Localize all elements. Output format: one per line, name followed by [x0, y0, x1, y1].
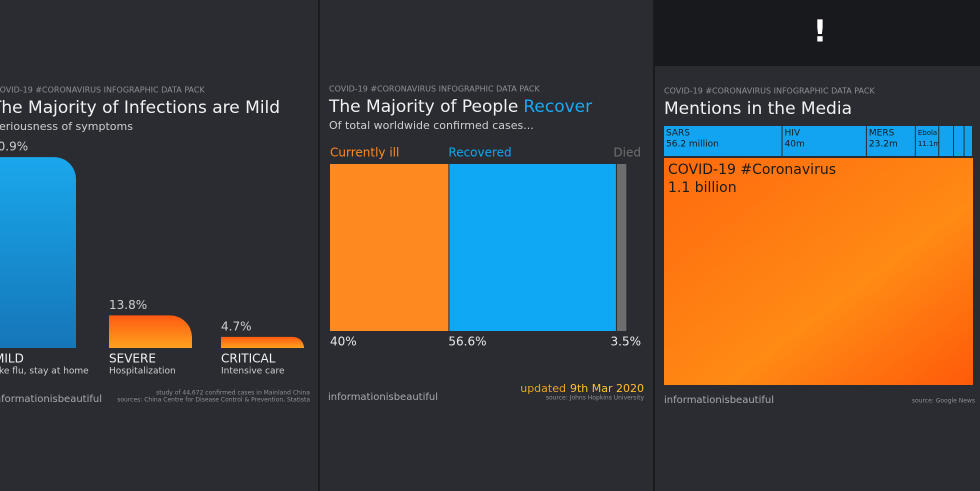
cell-label: COVID-19 #Coronavirus	[668, 162, 836, 178]
chart-title: Mentions in the Media	[664, 99, 852, 119]
title-part: The Majority of People	[328, 97, 518, 117]
cell-value: 23.2m	[869, 140, 898, 150]
panel-content: COVID-19 #CORONAVIRUS INFOGRAPHIC DATA P…	[664, 87, 975, 406]
treemap-cell	[939, 126, 954, 156]
treemap-cell	[664, 158, 973, 385]
cell-label: Ebola	[918, 129, 937, 137]
bar-segment	[330, 164, 449, 331]
source: source: Google News	[912, 398, 975, 405]
category-label: SEVERE	[109, 352, 156, 366]
bar	[221, 336, 304, 348]
cell-value: 1.1 billion	[668, 180, 737, 196]
status-area	[655, 0, 980, 66]
category-description: Intensive care	[221, 367, 285, 377]
brand: informationisbeautiful	[0, 394, 102, 405]
treemap-cell	[782, 126, 866, 156]
value-label: 56.6%	[448, 335, 486, 349]
subtitle: Of total worldwide confirmed cases...	[329, 119, 534, 132]
cell-value: 56.2 million	[666, 140, 719, 150]
title-highlight: Recover	[523, 97, 592, 117]
category-description: like flu, stay at home	[0, 367, 89, 377]
category-label: CRITICAL	[221, 352, 276, 366]
chart-title: The Majority of Infections are Mild	[0, 98, 280, 118]
bar-segment	[449, 164, 616, 331]
value-label: 40%	[330, 335, 357, 349]
cell-value: 11.1m	[918, 140, 941, 148]
bar-segment	[616, 164, 627, 331]
value-label: 13.8%	[109, 298, 147, 312]
treemap-cell	[915, 126, 939, 156]
bar	[109, 315, 192, 348]
note: sources: China Centre for Disease Contro…	[117, 397, 310, 404]
chart-title: The Majority of People Recover	[328, 97, 592, 117]
panel-content: COVID-19 #CORONAVIRUS INFOGRAPHIC DATA P…	[328, 85, 644, 404]
category-description: Hospitalization	[109, 367, 176, 377]
cell-value: 40m	[785, 140, 805, 150]
treemap-cell	[954, 126, 964, 156]
brand: informationisbeautiful	[328, 392, 438, 403]
notice: !	[813, 15, 827, 50]
value-label: 3.5%	[611, 335, 642, 349]
panel-content: COVID-19 #CORONAVIRUS INFOGRAPHIC DATA P…	[0, 86, 310, 405]
cell-label: HIV	[785, 129, 801, 139]
treemap-cell	[866, 126, 915, 156]
value-label: 4.7%	[221, 319, 252, 333]
source: source: Johns Hopkins University	[546, 395, 645, 402]
category-label: Currently ill	[330, 146, 399, 160]
note: study of 44,672 confirmed cases in Mainl…	[156, 390, 310, 397]
value-label: 80.9%	[0, 140, 28, 154]
kicker: COVID-19 #CORONAVIRUS INFOGRAPHIC DATA P…	[329, 85, 540, 94]
updated: updated 9th Mar 2020	[520, 382, 644, 395]
brand: informationisbeautiful	[664, 395, 774, 406]
treemap-cell	[664, 126, 782, 156]
subtitle: Seriousness of symptoms	[0, 120, 133, 133]
kicker: COVID-19 #CORONAVIRUS INFOGRAPHIC DATA P…	[664, 87, 875, 96]
kicker: COVID-19 #CORONAVIRUS INFOGRAPHIC DATA P…	[0, 86, 205, 95]
category-label: Died	[613, 146, 641, 160]
updated-date: 9th Mar 2020	[570, 382, 644, 395]
category-label: Recovered	[448, 146, 511, 160]
treemap-cell	[964, 126, 972, 156]
category-label: MILD	[0, 352, 24, 366]
cell-label: MERS	[869, 129, 895, 139]
cell-label: SARS	[666, 129, 690, 139]
updated-label: updated	[520, 382, 566, 395]
bar	[0, 157, 76, 348]
